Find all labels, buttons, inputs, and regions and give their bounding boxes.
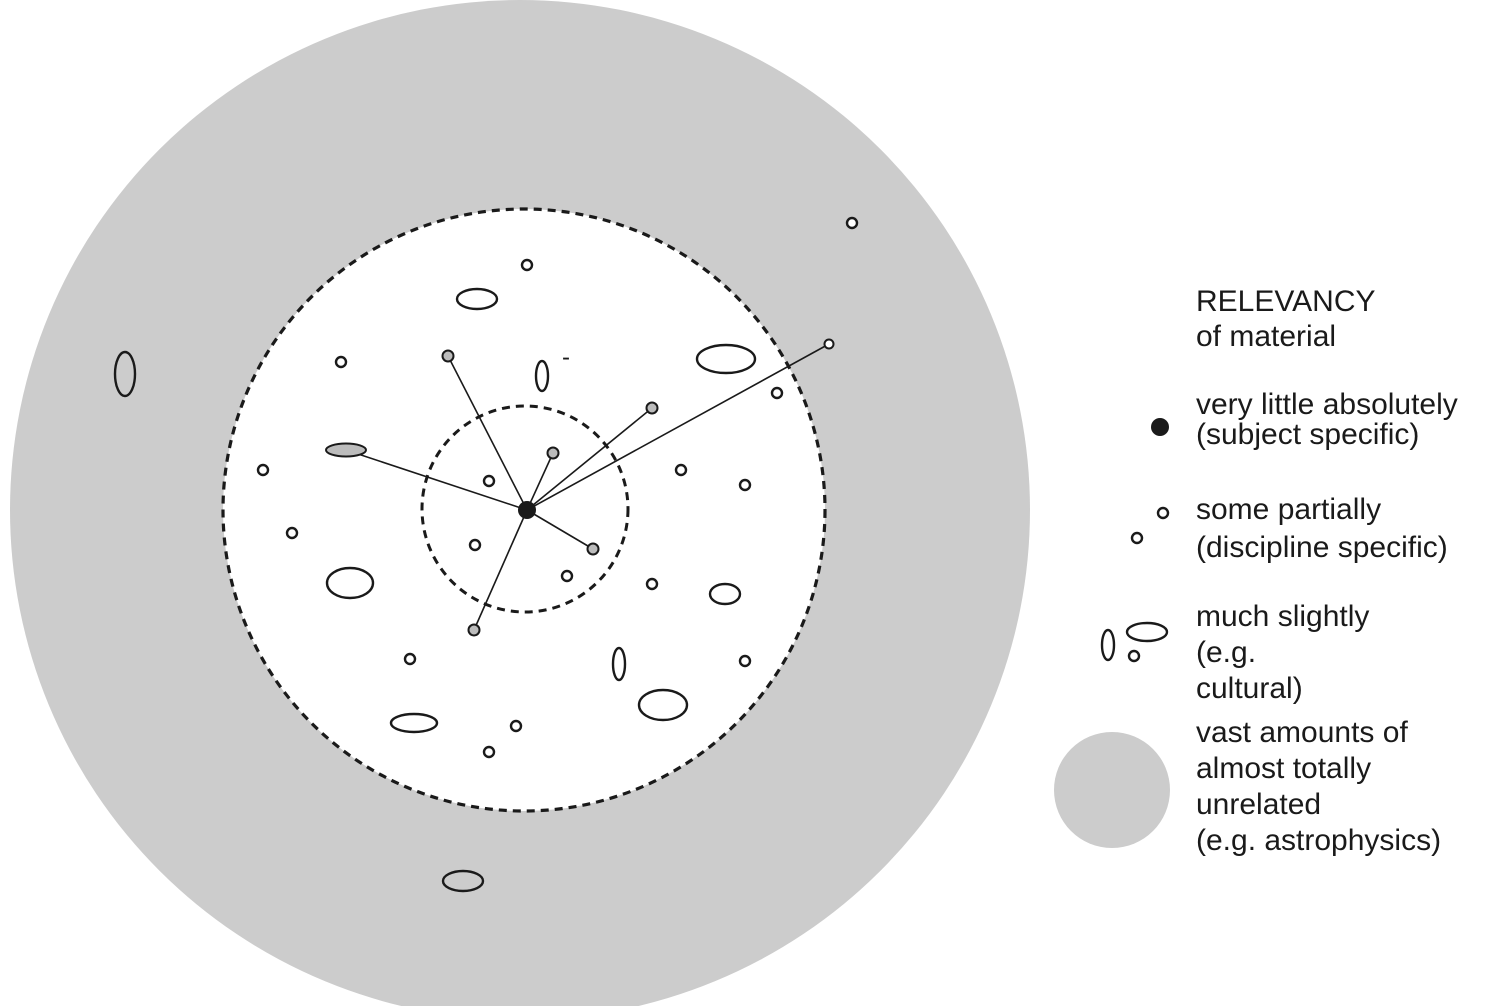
ellipse-item xyxy=(455,287,499,311)
linked-small-circle xyxy=(441,349,455,363)
legend-title-line2: of material xyxy=(1196,320,1337,353)
legend-entry-line: (e.g. astrophysics) xyxy=(1196,824,1442,857)
ellipse-item xyxy=(637,688,689,722)
linked-items xyxy=(325,338,835,637)
legend-entry-cultural: much slightly (e.g. cultural) xyxy=(1196,599,1369,707)
small-circles xyxy=(256,216,859,759)
legend-entry-line: (subject specific) xyxy=(1196,418,1420,451)
connection-line xyxy=(526,452,554,511)
connection-line xyxy=(447,355,528,511)
grey-disc-icon xyxy=(1054,732,1170,848)
small-circle xyxy=(509,719,523,733)
small-circle xyxy=(482,474,496,488)
legend-entry-line: cultural) xyxy=(1196,672,1303,705)
small-circle xyxy=(738,654,752,668)
linked-small-circle xyxy=(467,623,481,637)
ellipse-item xyxy=(695,343,757,375)
small-circle xyxy=(645,577,659,591)
legend-entry-line: vast amounts of xyxy=(1196,716,1408,749)
linked-small-circle xyxy=(586,542,600,556)
legend-entry-line: much slightly xyxy=(1196,600,1370,633)
ellipses xyxy=(113,287,757,893)
small-circle xyxy=(738,478,752,492)
connection-lines xyxy=(345,343,830,631)
small-circle xyxy=(468,538,482,552)
legend-entry-discipline: some partially (discipline specific) xyxy=(1196,491,1448,567)
small-circle xyxy=(674,463,688,477)
linked-small-circle xyxy=(546,446,560,460)
legend-entry-subject: very little absolutely (subject specific… xyxy=(1196,390,1458,450)
legend-title: RELEVANCY of material xyxy=(1196,284,1376,354)
small-circle xyxy=(560,569,574,583)
linked-small-circle xyxy=(645,401,659,415)
ellipse-item xyxy=(534,359,550,393)
legend-entry-unrelated: vast amounts of almost totally unrelated… xyxy=(1196,715,1441,859)
small-circle xyxy=(334,355,348,369)
small-circle xyxy=(256,463,270,477)
subject-core-region xyxy=(420,404,630,614)
small-circle xyxy=(845,216,859,230)
connection-line xyxy=(345,449,528,511)
legend-entry-line: (discipline specific) xyxy=(1196,531,1448,564)
connection-line xyxy=(473,509,528,631)
legend-entry-line: unrelated xyxy=(1196,788,1322,821)
ellipse-item xyxy=(113,350,137,398)
ellipse-item xyxy=(325,566,375,600)
ellipse-item xyxy=(389,712,439,734)
connection-line xyxy=(526,407,653,511)
legend-entry-line: (e.g. xyxy=(1196,636,1257,669)
connection-line xyxy=(526,509,594,550)
small-circle xyxy=(520,258,534,272)
legend-title-line1: RELEVANCY xyxy=(1196,285,1376,318)
small-circle xyxy=(403,652,417,666)
small-circle xyxy=(770,386,784,400)
annotation-mark: - xyxy=(562,344,570,371)
connection-line xyxy=(526,343,830,511)
ellipses-icon xyxy=(1100,621,1169,663)
ellipse-item xyxy=(708,582,742,606)
small-circle xyxy=(482,745,496,759)
legend-entry-line: almost totally xyxy=(1196,752,1372,785)
legend-entry-line: very little absolutely xyxy=(1196,388,1458,421)
legend-entry-line: some partially xyxy=(1196,493,1382,526)
small-circle xyxy=(285,526,299,540)
ellipse-item xyxy=(441,869,485,893)
subject-dot xyxy=(518,501,536,519)
linked-ellipse xyxy=(325,442,367,458)
filled-dot-icon xyxy=(1151,418,1169,436)
ellipse-item xyxy=(611,646,627,682)
linked-small-circle xyxy=(823,338,835,350)
small-circles-icon xyxy=(1130,506,1170,545)
